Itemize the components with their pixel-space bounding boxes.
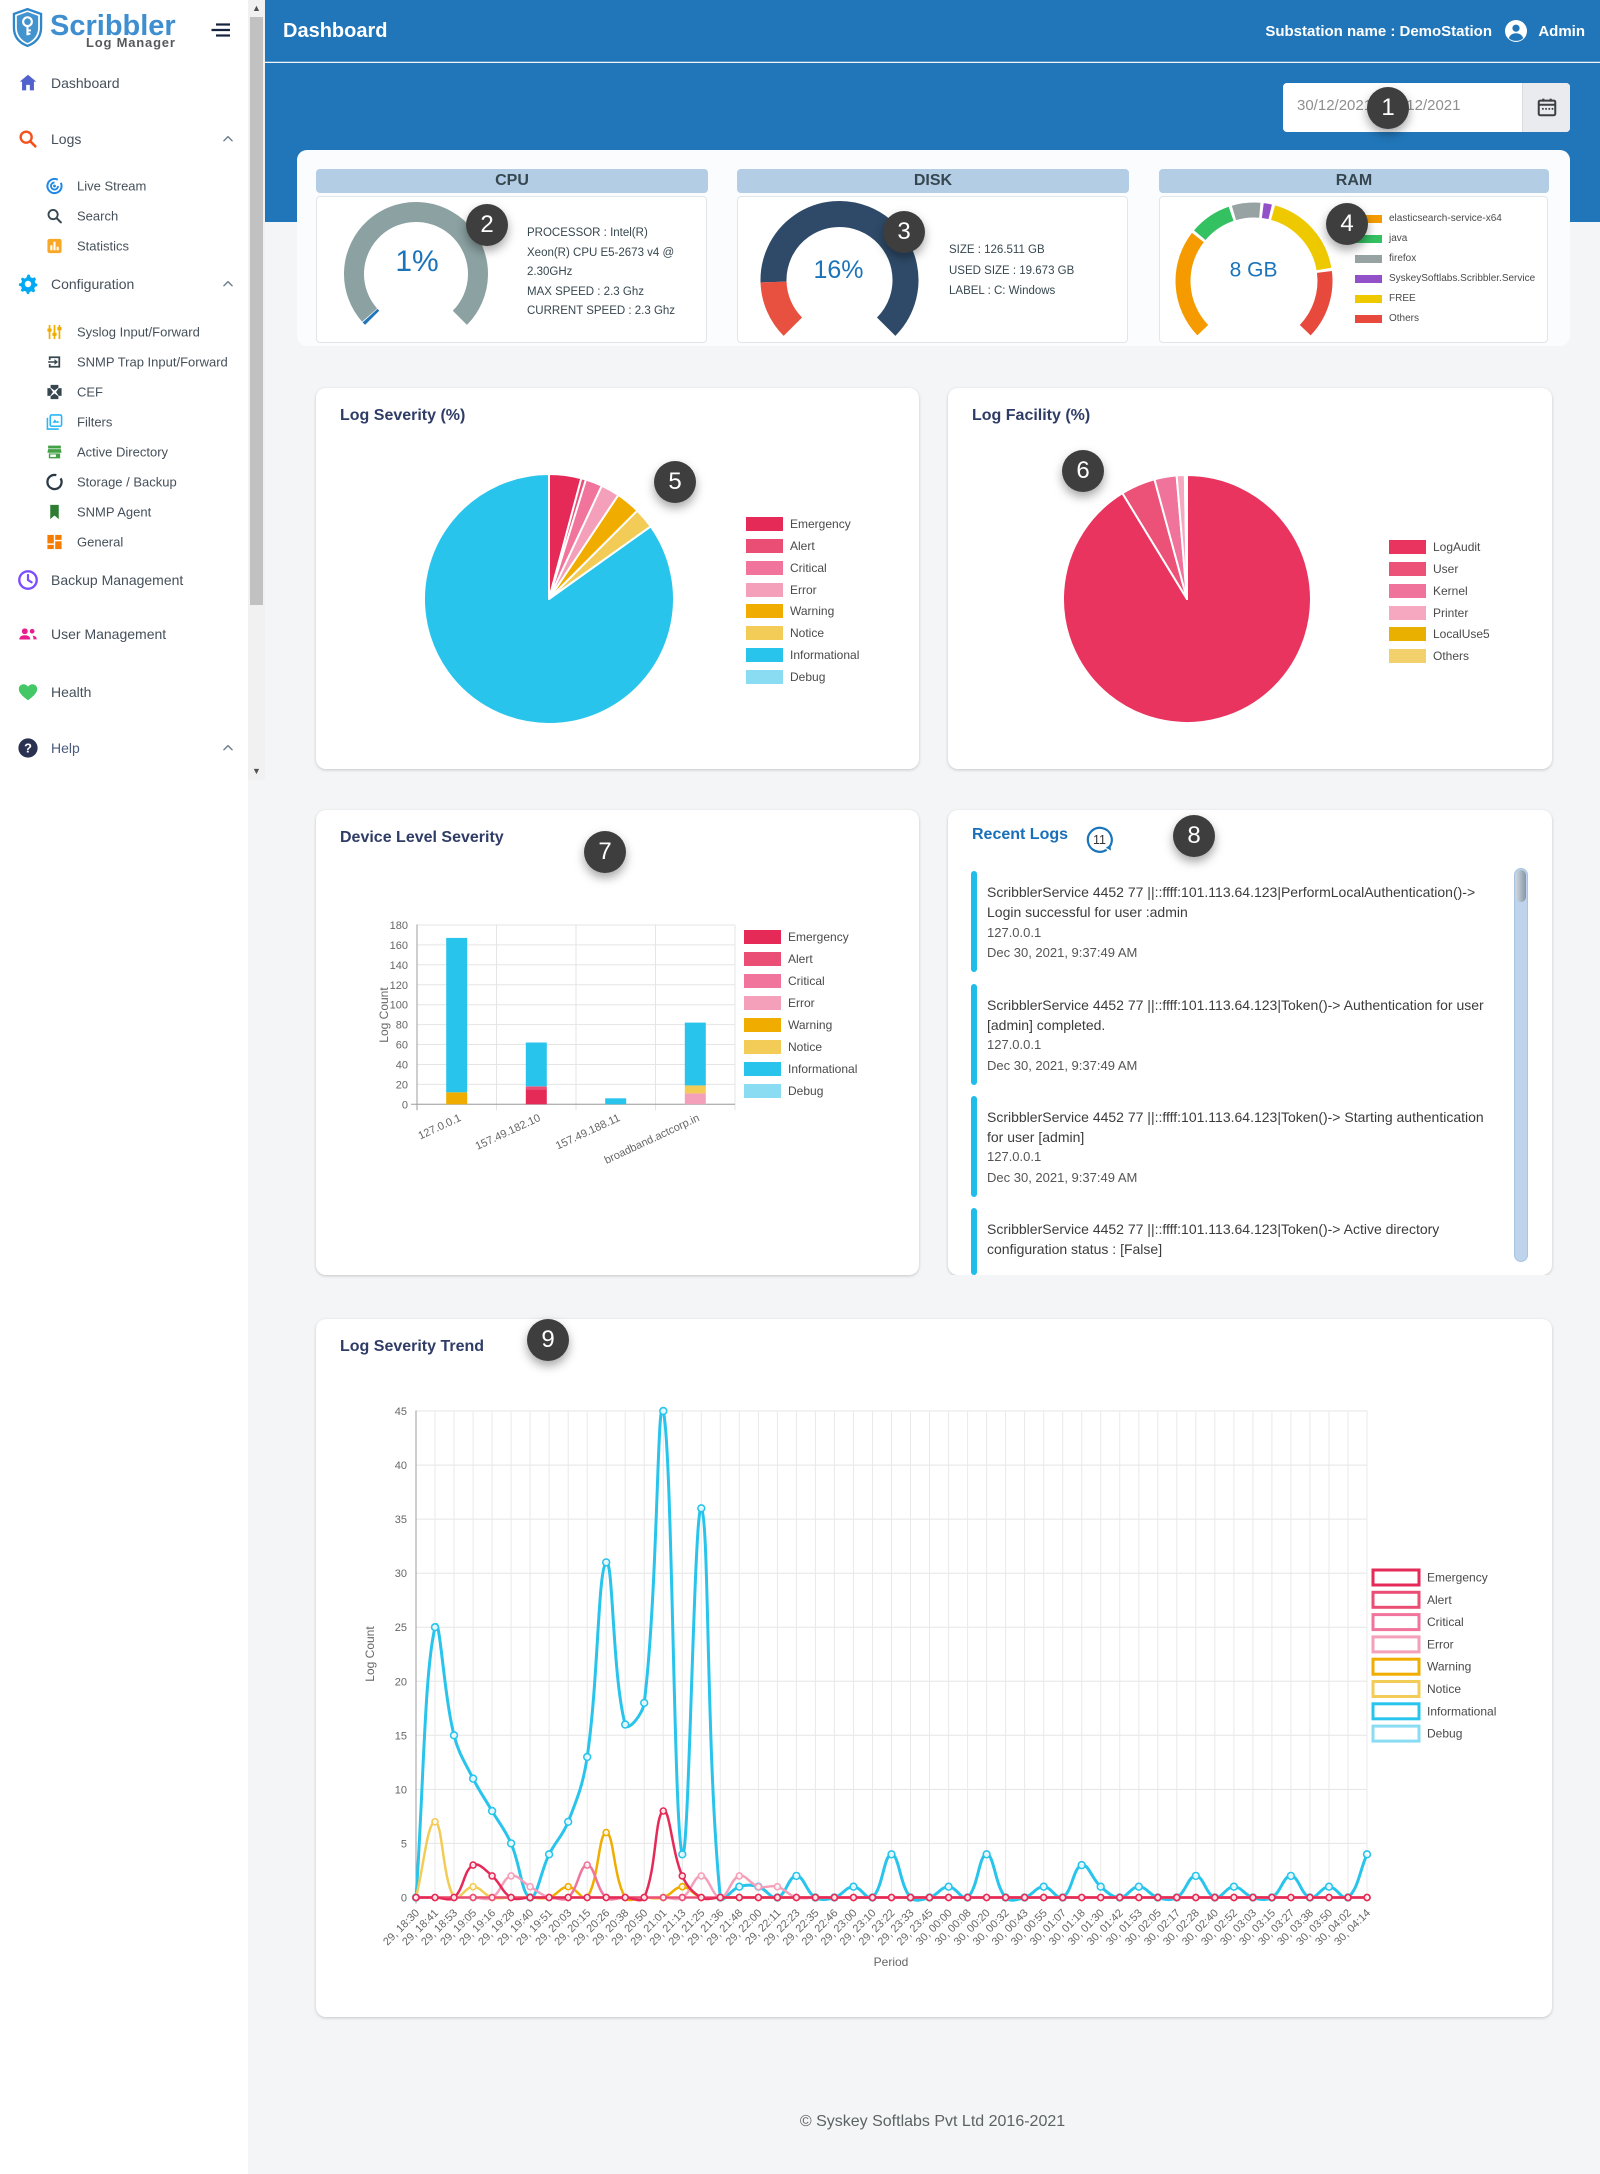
svg-text:40: 40 <box>395 1460 407 1472</box>
svg-text:1%: 1% <box>395 245 438 278</box>
svg-text:25: 25 <box>395 1622 407 1634</box>
svg-text:8 GB: 8 GB <box>1230 259 1278 282</box>
svg-text:0: 0 <box>401 1893 407 1905</box>
svg-text:35: 35 <box>395 1514 407 1526</box>
svg-text:11: 11 <box>1093 833 1106 847</box>
svg-text:30: 30 <box>395 1568 407 1580</box>
svg-text:60: 60 <box>396 1040 408 1052</box>
svg-text:45: 45 <box>395 1406 407 1418</box>
svg-text:10: 10 <box>395 1784 407 1796</box>
svg-text:16%: 16% <box>813 256 863 284</box>
svg-text:20: 20 <box>395 1676 407 1688</box>
svg-text:180: 180 <box>390 920 408 932</box>
svg-text:Alert: Alert <box>1427 1593 1452 1607</box>
svg-text:Informational: Informational <box>1427 1704 1496 1718</box>
svg-text:Warning: Warning <box>1427 1660 1471 1674</box>
svg-text:5: 5 <box>401 1838 407 1850</box>
svg-text:Informational: Informational <box>788 1062 857 1076</box>
svg-text:140: 140 <box>390 960 408 972</box>
svg-text:Error: Error <box>1427 1637 1454 1651</box>
svg-text:127.0.0.1: 127.0.0.1 <box>416 1112 463 1142</box>
svg-text:Period: Period <box>874 1955 909 1969</box>
svg-text:Debug: Debug <box>1427 1727 1462 1741</box>
svg-text:Warning: Warning <box>788 1018 832 1032</box>
svg-text:15: 15 <box>395 1730 407 1742</box>
svg-text:20: 20 <box>396 1079 408 1091</box>
svg-text:120: 120 <box>390 980 408 992</box>
svg-text:157.49.188.11: 157.49.188.11 <box>554 1112 622 1152</box>
svg-text:80: 80 <box>396 1020 408 1032</box>
svg-text:Log Count: Log Count <box>377 987 391 1043</box>
svg-text:40: 40 <box>396 1060 408 1072</box>
svg-text:Emergency: Emergency <box>788 930 849 944</box>
svg-text:100: 100 <box>390 1000 408 1012</box>
svg-text:160: 160 <box>390 940 408 952</box>
svg-text:?: ? <box>24 741 32 756</box>
svg-text:Debug: Debug <box>788 1084 823 1098</box>
svg-text:Critical: Critical <box>1427 1615 1464 1629</box>
svg-text:157.49.182.10: 157.49.182.10 <box>474 1112 543 1153</box>
svg-text:0: 0 <box>402 1099 408 1111</box>
svg-text:Notice: Notice <box>1427 1682 1461 1696</box>
svg-text:Emergency: Emergency <box>1427 1571 1488 1585</box>
svg-text:Log Count: Log Count <box>363 1626 377 1682</box>
svg-text:Error: Error <box>788 996 815 1010</box>
svg-text:Critical: Critical <box>788 974 825 988</box>
svg-text:Notice: Notice <box>788 1040 822 1054</box>
svg-text:Alert: Alert <box>788 952 813 966</box>
